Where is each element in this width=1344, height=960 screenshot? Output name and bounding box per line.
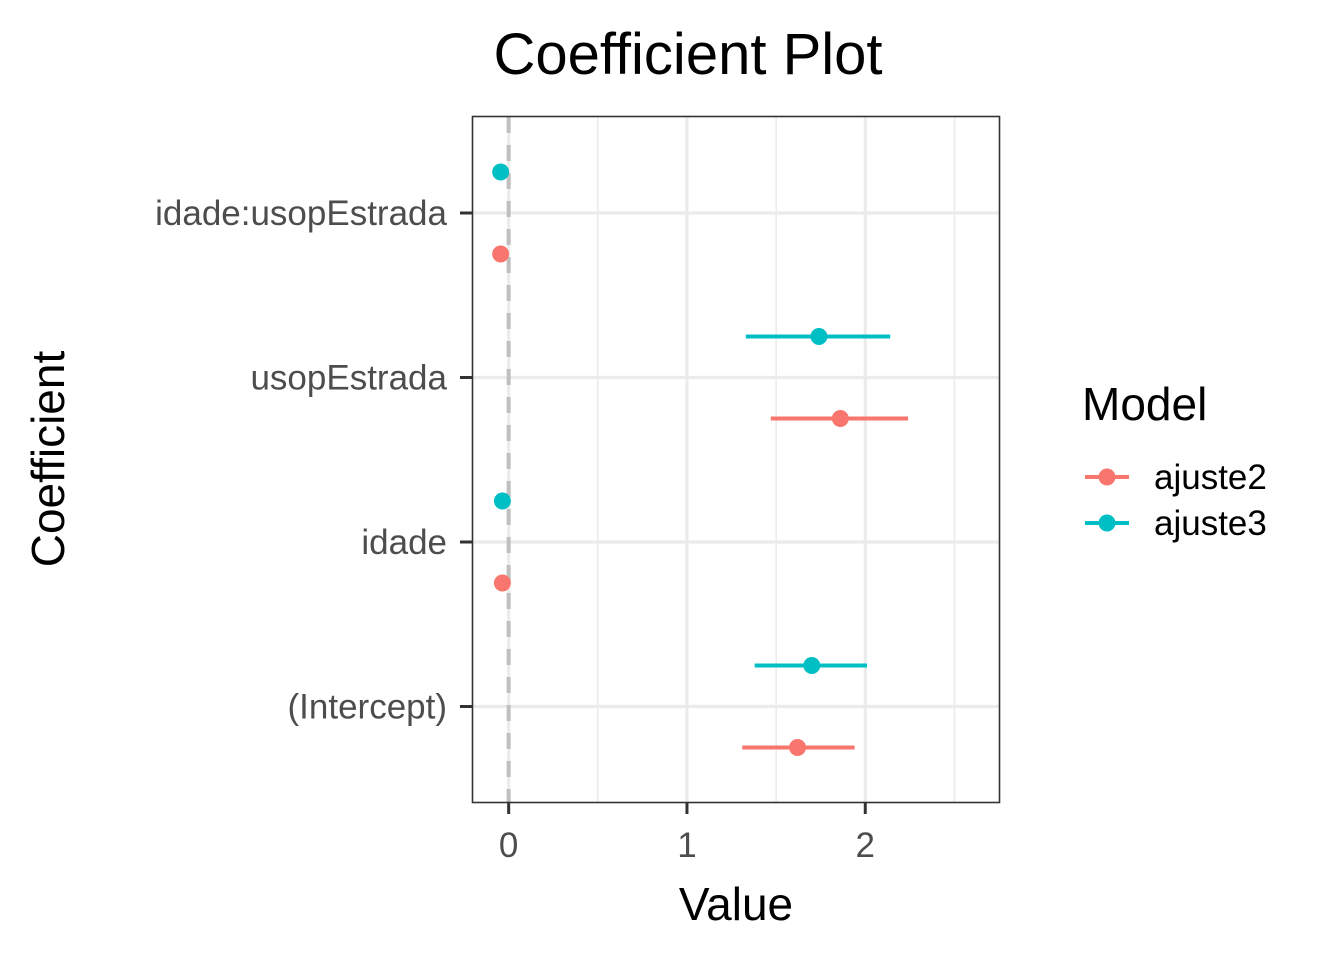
y-axis: idade:usopEstrada usopEstrada idade (Interc… (155, 194, 472, 727)
x-tick-label: 0 (499, 826, 518, 865)
legend-key-point (1098, 514, 1116, 532)
legend-item-ajuste3: ajuste3 (1085, 504, 1267, 543)
legend-label: ajuste3 (1154, 504, 1267, 543)
data-layer (492, 163, 909, 756)
grid (473, 117, 999, 802)
legend-key-point (1098, 468, 1116, 486)
x-axis: 0 1 2 (499, 803, 875, 865)
data-point (789, 739, 807, 756)
plot-panel-border (471, 115, 1001, 804)
legend-label: ajuste2 (1154, 458, 1267, 497)
data-point (492, 245, 510, 263)
data-point (493, 574, 511, 592)
y-tick-label: idade:usopEstrada (155, 194, 447, 233)
x-tick-label: 1 (677, 826, 696, 865)
data-point (831, 410, 849, 427)
y-tick-label: (Intercept) (288, 688, 448, 727)
data-point (493, 492, 511, 510)
y-tick-label: usopEstrada (250, 359, 447, 398)
x-tick-label: 2 (856, 826, 875, 865)
legend: Model ajuste2 ajuste3 (1082, 378, 1267, 543)
data-point (492, 163, 510, 181)
series-ajuste3 (492, 163, 891, 674)
legend-title: Model (1082, 378, 1207, 430)
x-axis-title: Value (679, 878, 793, 930)
y-axis-title: Coefficient (22, 351, 74, 568)
series-ajuste2 (492, 245, 909, 756)
legend-item-ajuste2: ajuste2 (1085, 458, 1267, 497)
data-point (803, 657, 821, 674)
y-tick-label: idade (361, 523, 447, 562)
chart-title: Coefficient Plot (493, 22, 882, 87)
data-point (810, 328, 828, 345)
